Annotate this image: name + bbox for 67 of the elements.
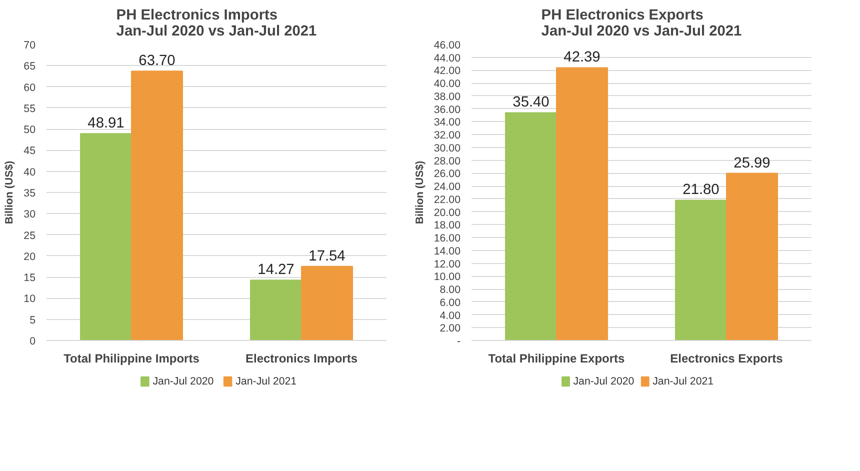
bar <box>131 70 183 340</box>
data-label: 35.40 <box>512 94 550 111</box>
y-tick-label: 10 <box>24 293 36 306</box>
y-tick-label: 15 <box>24 272 36 284</box>
legend-label: Jan-Jul 2020 <box>573 376 634 388</box>
y-tick-label: 32.00 <box>434 130 461 142</box>
x-tick-label: Electronics Imports <box>245 352 358 366</box>
bar <box>80 133 132 340</box>
bar <box>726 172 778 340</box>
y-tick-label: 42.00 <box>434 65 461 78</box>
y-tick-label: 20 <box>24 250 36 263</box>
data-label: 42.39 <box>564 50 600 66</box>
y-tick-label: 10.00 <box>434 271 461 284</box>
y-tick-label: 25 <box>24 230 36 242</box>
y-tick-label: 30.00 <box>434 142 461 154</box>
y-tick-label: 8.00 <box>440 284 461 296</box>
y-tick-label: 5 <box>30 314 36 326</box>
legend-label: Jan-Jul 2020 <box>152 376 214 388</box>
y-tick-label: 22.00 <box>434 194 461 206</box>
bar <box>675 200 727 340</box>
y-tick-label: 38.00 <box>434 90 461 103</box>
y-tick-label: 24.00 <box>434 181 461 194</box>
chart-title: PH Electronics Exports Jan-Jul 2020 vs Jan-Jul 2021 <box>541 8 742 40</box>
y-tick-label: 30 <box>24 208 36 221</box>
y-tick-label: 45 <box>24 145 36 158</box>
bar <box>301 266 353 340</box>
data-label: 17.54 <box>308 248 346 264</box>
y-tick-label: 16.00 <box>434 232 461 245</box>
y-axis-title: Billion (US$) <box>414 160 426 224</box>
y-tick-label: 4.00 <box>440 310 461 322</box>
bar <box>250 280 302 340</box>
y-tick-label: 6.00 <box>440 296 461 309</box>
chart-title: PH Electronics Imports Jan-Jul 2020 vs Jan-Jul 2021 <box>116 8 317 40</box>
y-tick-label: 2.00 <box>440 322 461 335</box>
y-tick-label: 40 <box>24 166 36 178</box>
legend-label: Jan-Jul 2021 <box>236 376 297 388</box>
y-tick-label: 26.00 <box>434 168 461 180</box>
y-tick-label: 46.00 <box>434 40 461 52</box>
y-tick-label: 20.00 <box>434 206 461 219</box>
data-label: 21.80 <box>682 182 720 198</box>
y-tick-label: 14.00 <box>434 245 461 258</box>
data-label: 63.70 <box>138 53 176 70</box>
y-tick-label: 60 <box>24 82 36 94</box>
y-tick-label: 70 <box>24 40 36 52</box>
data-label: 48.91 <box>88 116 124 132</box>
y-tick-label: 50 <box>24 124 36 136</box>
y-tick-label: 34.00 <box>434 116 461 129</box>
y-tick-label: 0 <box>30 336 36 348</box>
x-tick-label: Total Philippine Exports <box>488 352 626 366</box>
y-tick-label: - <box>456 336 461 348</box>
y-tick-label: 55 <box>24 102 36 115</box>
y-tick-label: 40.00 <box>434 78 461 90</box>
x-tick-label: Total Philippine Imports <box>64 352 200 366</box>
data-label: 14.27 <box>258 262 294 278</box>
y-tick-label: 28.00 <box>434 155 461 168</box>
x-tick-label: Electronics Exports <box>670 352 784 366</box>
y-tick-label: 12.00 <box>434 258 461 270</box>
y-tick-label: 35 <box>24 188 36 200</box>
y-tick-label: 65 <box>24 60 36 73</box>
bar <box>556 67 608 340</box>
y-tick-label: 44.00 <box>434 52 461 64</box>
data-label: 25.99 <box>734 155 770 172</box>
y-tick-label: 18.00 <box>434 220 461 232</box>
legend-label: Jan-Jul 2021 <box>652 376 714 388</box>
y-tick-label: 36.00 <box>434 104 461 116</box>
y-axis-title: Billion (US$) <box>4 160 16 224</box>
bar <box>505 112 557 340</box>
